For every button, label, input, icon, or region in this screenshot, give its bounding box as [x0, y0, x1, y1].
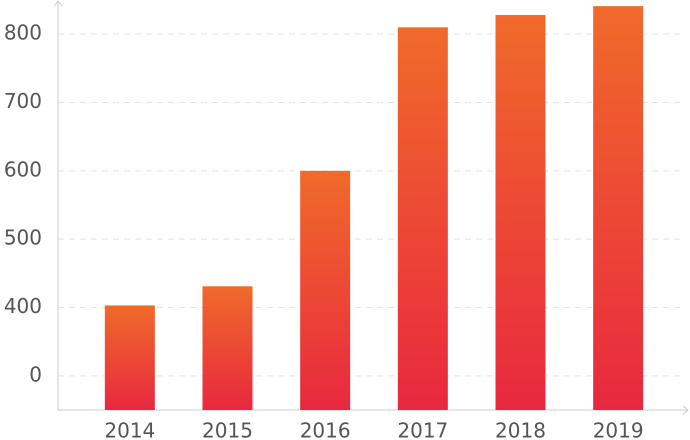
x-tick-label: 2014: [104, 419, 155, 440]
bar: [300, 170, 351, 410]
y-tick-label: 800: [4, 21, 42, 45]
bar: [397, 27, 448, 410]
bar: [495, 15, 546, 411]
y-tick-label: 500: [4, 226, 42, 250]
bar: [202, 286, 253, 410]
x-tick-label: 2018: [495, 419, 546, 440]
x-tick-label: 2015: [202, 419, 253, 440]
x-tick-label: 2019: [593, 419, 644, 440]
x-tick-label: 2017: [397, 419, 448, 440]
y-tick-label: 700: [4, 89, 42, 113]
x-axis: [58, 405, 689, 415]
y-tick-label: 600: [4, 157, 42, 181]
y-tick-label: 0: [29, 362, 42, 386]
y-tick-label: 400: [4, 294, 42, 318]
bar: [104, 305, 155, 410]
y-axis: [53, 0, 63, 410]
x-tick-label: 2016: [300, 419, 351, 440]
bar: [593, 6, 644, 411]
